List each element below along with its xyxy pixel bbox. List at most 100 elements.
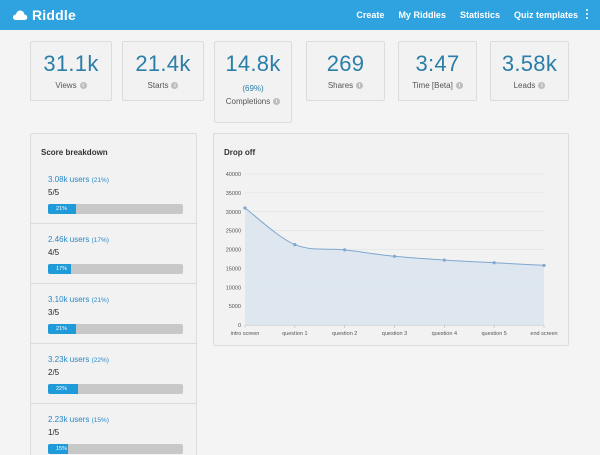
stat-percentage: (69%) bbox=[242, 84, 264, 93]
score-row: 2.46k users (17%) 4/5 17% bbox=[31, 224, 196, 284]
drop-off-data-point bbox=[442, 258, 446, 262]
stat-value: 3.58k bbox=[501, 51, 558, 76]
drop-off-chart-svg: 0 5000 10000 15000 20000 25000 30000 35000 40000… bbox=[226, 172, 558, 337]
score-users-percent: (15%) bbox=[91, 417, 109, 424]
stat-label: Time [Beta] bbox=[412, 81, 453, 90]
score-users[interactable]: 3.23k users bbox=[48, 355, 90, 364]
info-icon[interactable]: i bbox=[455, 82, 463, 89]
drop-off-data-point bbox=[542, 263, 546, 267]
score-progress-bar: 15% bbox=[48, 444, 183, 454]
stat-card-leads: 3.58k Leads i bbox=[490, 41, 569, 101]
stat-value: 269 bbox=[326, 51, 365, 76]
stat-card-shares: 269 Shares i bbox=[306, 41, 385, 101]
info-icon[interactable]: i bbox=[79, 82, 87, 89]
score-users-percent: (17%) bbox=[91, 237, 109, 244]
stat-card-time: 3:47 Time [Beta] i bbox=[398, 41, 477, 101]
y-tick-label: 0 bbox=[238, 323, 241, 329]
score-breakdown-panel: Score breakdown 3.08k users (21%) 5/5 21… bbox=[30, 133, 197, 455]
y-tick-label: 35000 bbox=[226, 191, 241, 197]
score-users-percent: (21%) bbox=[91, 177, 109, 184]
info-icon[interactable]: i bbox=[171, 82, 179, 89]
x-tick-label: question 4 bbox=[432, 331, 457, 337]
score-row: 3.10k users (21%) 3/5 21% bbox=[31, 284, 196, 344]
x-tick-label: end screen bbox=[530, 331, 557, 337]
score-progress-bar: 22% bbox=[48, 384, 183, 394]
drop-off-data-point bbox=[392, 254, 397, 258]
score-value: 1/5 bbox=[48, 428, 60, 437]
x-tick-label: question 1 bbox=[282, 331, 307, 337]
y-tick-label: 30000 bbox=[226, 210, 241, 216]
stat-value: 14.8k bbox=[225, 51, 281, 76]
score-users-percent: (22%) bbox=[91, 357, 109, 364]
nav-create[interactable]: Create bbox=[356, 10, 385, 20]
stat-card-starts: 21.4k Starts i bbox=[122, 41, 204, 101]
app-name: Riddle bbox=[32, 7, 76, 23]
x-tick-label: intro screen bbox=[231, 331, 260, 337]
stat-card-completions: 14.8k (69%) Completions i bbox=[214, 41, 292, 123]
stat-card-views: 31.1k Views i bbox=[30, 41, 112, 101]
drop-off-chart: 0 5000 10000 15000 20000 25000 30000 35000 40000… bbox=[214, 134, 569, 345]
stat-value: 3:47 bbox=[415, 51, 460, 76]
score-progress-label: 21% bbox=[56, 206, 68, 212]
x-tick-label: question 3 bbox=[382, 331, 407, 337]
score-row: 3.08k users (21%) 5/5 21% bbox=[31, 164, 196, 224]
nav-quiz-templates[interactable]: Quiz templates bbox=[513, 10, 578, 20]
score-users[interactable]: 2.46k users bbox=[48, 235, 90, 244]
score-users[interactable]: 3.10k users bbox=[48, 295, 90, 304]
score-progress-label: 21% bbox=[56, 326, 68, 332]
score-value: 5/5 bbox=[48, 188, 60, 197]
info-icon[interactable]: i bbox=[356, 82, 364, 89]
stat-value: 21.4k bbox=[135, 51, 191, 76]
y-tick-label: 5000 bbox=[229, 304, 241, 310]
score-progress-bar: 17% bbox=[48, 264, 183, 274]
score-progress-fill bbox=[48, 324, 77, 334]
y-tick-label: 40000 bbox=[226, 172, 241, 178]
x-tick-label: question 5 bbox=[481, 331, 506, 337]
score-row: 3.23k users (22%) 2/5 22% bbox=[31, 344, 196, 404]
score-breakdown-title: Score breakdown bbox=[41, 148, 108, 157]
drop-off-area bbox=[245, 207, 544, 325]
cloud-logo-icon bbox=[12, 10, 28, 20]
score-progress-fill bbox=[48, 204, 77, 214]
nav-my-riddles[interactable]: My Riddles bbox=[398, 10, 446, 20]
score-progress-label: 15% bbox=[56, 446, 68, 452]
score-progress-label: 17% bbox=[56, 266, 68, 272]
drop-off-panel: Drop off 0 5000 10000 15000 20000 25000 30000 3… bbox=[213, 133, 569, 346]
top-navigation-bar: Riddle Create My Riddles Statistics Quiz… bbox=[0, 0, 600, 30]
y-tick-label: 10000 bbox=[226, 285, 241, 291]
score-value: 3/5 bbox=[48, 308, 60, 317]
y-tick-label: 20000 bbox=[226, 248, 241, 254]
score-users[interactable]: 2.23k users bbox=[48, 415, 90, 424]
score-value: 2/5 bbox=[48, 368, 60, 377]
stat-label: Leads bbox=[513, 81, 536, 90]
x-tick-label: question 2 bbox=[332, 331, 357, 337]
drop-off-data-point bbox=[293, 242, 297, 247]
score-users[interactable]: 3.08k users bbox=[48, 175, 90, 184]
drop-off-data-point bbox=[343, 248, 347, 252]
score-progress-fill bbox=[48, 264, 71, 274]
y-tick-label: 25000 bbox=[226, 229, 241, 235]
drop-off-data-point bbox=[492, 261, 496, 265]
score-progress-bar: 21% bbox=[48, 204, 183, 214]
drop-off-title: Drop off bbox=[224, 148, 256, 157]
nav-statistics[interactable]: Statistics bbox=[459, 10, 500, 20]
drop-off-data-point bbox=[243, 206, 247, 210]
score-progress-bar: 21% bbox=[48, 324, 183, 334]
stat-label: Shares bbox=[327, 81, 354, 90]
info-icon[interactable]: i bbox=[273, 98, 281, 105]
score-progress-fill bbox=[48, 444, 69, 454]
score-row: 2.23k users (15%) 1/5 15% bbox=[31, 404, 196, 455]
riddle-logo[interactable]: Riddle bbox=[12, 5, 76, 25]
score-value: 4/5 bbox=[48, 248, 60, 257]
score-users-percent: (21%) bbox=[91, 297, 109, 304]
score-progress-label: 22% bbox=[56, 386, 68, 392]
stat-label: Completions bbox=[225, 97, 271, 106]
stat-label: Views bbox=[55, 81, 77, 90]
more-menu-icon[interactable] bbox=[584, 9, 590, 21]
stat-value: 31.1k bbox=[43, 51, 99, 76]
main-nav: Create My Riddles Statistics Quiz templa… bbox=[342, 0, 578, 30]
score-progress-fill bbox=[48, 384, 78, 394]
stat-label: Starts bbox=[147, 81, 169, 90]
y-tick-label: 15000 bbox=[226, 266, 241, 272]
info-icon[interactable]: i bbox=[538, 82, 546, 89]
